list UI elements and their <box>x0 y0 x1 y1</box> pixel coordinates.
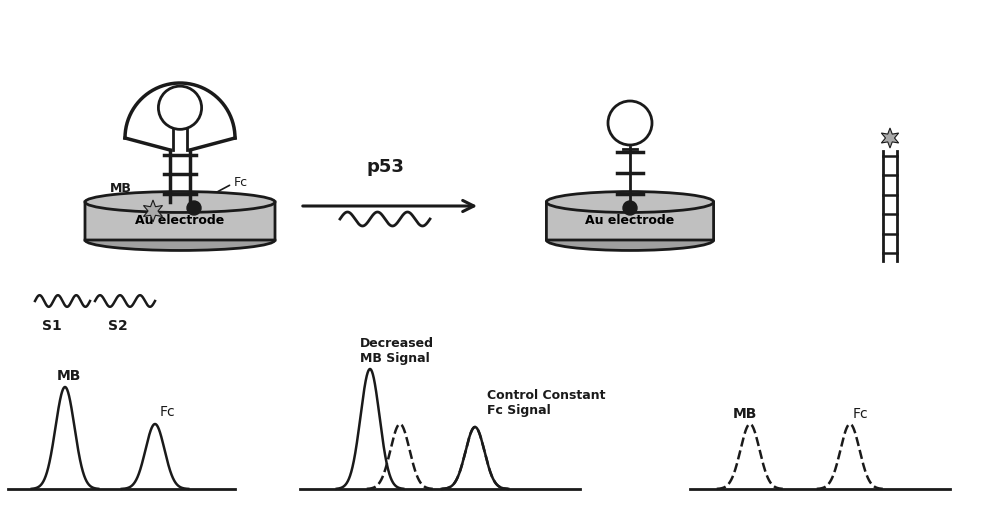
Text: Fc: Fc <box>853 407 869 421</box>
Text: MB: MB <box>733 407 757 421</box>
FancyBboxPatch shape <box>546 202 714 240</box>
Text: Au electrode: Au electrode <box>135 215 225 227</box>
Text: Control Constant
Fc Signal: Control Constant Fc Signal <box>487 389 606 417</box>
Text: p53: p53 <box>366 158 404 176</box>
Polygon shape <box>881 128 899 148</box>
Text: Fc: Fc <box>160 405 176 419</box>
Text: MB: MB <box>57 369 81 383</box>
Text: S1: S1 <box>42 319 62 333</box>
Circle shape <box>187 201 201 215</box>
Text: S2: S2 <box>108 319 128 333</box>
Text: Au electrode: Au electrode <box>585 215 675 227</box>
Text: Fc: Fc <box>234 176 248 189</box>
Ellipse shape <box>546 229 714 251</box>
Ellipse shape <box>546 192 714 212</box>
FancyBboxPatch shape <box>85 202 275 240</box>
Ellipse shape <box>85 229 275 251</box>
Ellipse shape <box>85 192 275 212</box>
Circle shape <box>623 201 637 215</box>
Polygon shape <box>143 200 163 222</box>
Text: Decreased
MB Signal: Decreased MB Signal <box>360 337 434 365</box>
Text: MB: MB <box>110 183 132 195</box>
